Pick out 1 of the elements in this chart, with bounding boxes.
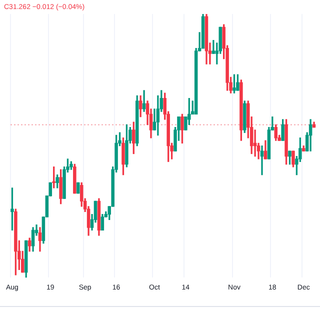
- candlestick: [260, 145, 264, 176]
